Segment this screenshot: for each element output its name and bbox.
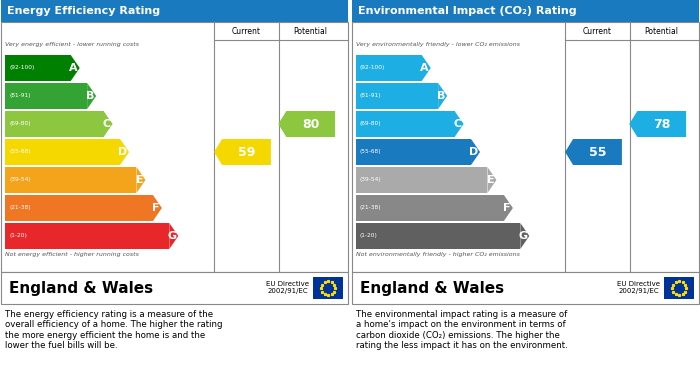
Text: Current: Current — [232, 27, 261, 36]
Text: (69-80): (69-80) — [360, 122, 382, 127]
Bar — [356, 55, 421, 81]
Polygon shape — [136, 167, 146, 193]
Polygon shape — [169, 223, 178, 249]
Text: EU Directive
2002/91/EC: EU Directive 2002/91/EC — [617, 282, 660, 294]
Text: Very environmentally friendly - lower CO₂ emissions: Very environmentally friendly - lower CO… — [356, 42, 520, 47]
Bar — [352, 0, 699, 22]
Text: 78: 78 — [653, 118, 671, 131]
Bar — [1, 22, 348, 272]
Text: (55-68): (55-68) — [360, 149, 382, 154]
Bar — [5, 195, 153, 221]
Polygon shape — [71, 55, 80, 81]
Bar — [5, 83, 88, 109]
Text: The environmental impact rating is a measure of
a home's impact on the environme: The environmental impact rating is a mea… — [356, 310, 568, 350]
Text: A: A — [420, 63, 428, 73]
Text: The energy efficiency rating is a measure of the
overall efficiency of a home. T: The energy efficiency rating is a measur… — [5, 310, 223, 350]
Text: England & Wales: England & Wales — [9, 280, 153, 296]
Text: Not energy efficient - higher running costs: Not energy efficient - higher running co… — [5, 252, 139, 257]
Text: (21-38): (21-38) — [360, 206, 382, 210]
Text: G: G — [167, 231, 176, 241]
Bar — [356, 167, 487, 193]
Polygon shape — [88, 83, 96, 109]
Bar — [356, 139, 471, 165]
Bar — [313, 277, 343, 299]
Bar — [664, 277, 694, 299]
Text: (69-80): (69-80) — [9, 122, 31, 127]
Polygon shape — [487, 167, 496, 193]
Polygon shape — [214, 139, 271, 165]
Text: Potential: Potential — [645, 27, 679, 36]
Bar — [5, 55, 71, 81]
Polygon shape — [153, 195, 162, 221]
Text: England & Wales: England & Wales — [360, 280, 504, 296]
Text: Potential: Potential — [294, 27, 328, 36]
Text: Not environmentally friendly - higher CO₂ emissions: Not environmentally friendly - higher CO… — [356, 252, 520, 257]
Text: (1-20): (1-20) — [9, 233, 27, 239]
Text: Environmental Impact (CO₂) Rating: Environmental Impact (CO₂) Rating — [358, 6, 577, 16]
Text: 55: 55 — [589, 145, 606, 158]
Text: B: B — [86, 91, 94, 101]
Bar — [352, 272, 699, 304]
Polygon shape — [471, 139, 480, 165]
Polygon shape — [565, 139, 622, 165]
Polygon shape — [504, 195, 513, 221]
Polygon shape — [279, 111, 335, 137]
Bar — [356, 111, 454, 137]
Text: (92-100): (92-100) — [360, 66, 386, 70]
Polygon shape — [104, 111, 113, 137]
Bar — [1, 272, 348, 304]
Text: (39-54): (39-54) — [360, 178, 382, 183]
Text: B: B — [437, 91, 445, 101]
Text: Current: Current — [583, 27, 612, 36]
Text: G: G — [518, 231, 527, 241]
Text: Energy Efficiency Rating: Energy Efficiency Rating — [7, 6, 160, 16]
Bar — [356, 223, 520, 249]
Text: (81-91): (81-91) — [360, 93, 382, 99]
Text: F: F — [153, 203, 160, 213]
Text: (81-91): (81-91) — [9, 93, 31, 99]
Text: 80: 80 — [302, 118, 319, 131]
Bar — [5, 111, 104, 137]
Text: Very energy efficient - lower running costs: Very energy efficient - lower running co… — [5, 42, 139, 47]
Bar — [356, 83, 438, 109]
Text: 59: 59 — [238, 145, 256, 158]
Text: (1-20): (1-20) — [360, 233, 378, 239]
Bar — [356, 195, 504, 221]
Bar — [5, 167, 136, 193]
Polygon shape — [120, 139, 129, 165]
Text: E: E — [486, 175, 494, 185]
Text: D: D — [469, 147, 478, 157]
Polygon shape — [421, 55, 430, 81]
Bar — [1, 0, 348, 22]
Polygon shape — [454, 111, 463, 137]
Text: C: C — [102, 119, 111, 129]
Polygon shape — [520, 223, 529, 249]
Text: D: D — [118, 147, 127, 157]
Text: (92-100): (92-100) — [9, 66, 34, 70]
Polygon shape — [629, 111, 686, 137]
Text: (21-38): (21-38) — [9, 206, 31, 210]
Text: (55-68): (55-68) — [9, 149, 31, 154]
Text: E: E — [136, 175, 144, 185]
Text: F: F — [503, 203, 511, 213]
Bar — [5, 223, 169, 249]
Polygon shape — [438, 83, 447, 109]
Bar — [5, 139, 120, 165]
Text: (39-54): (39-54) — [9, 178, 31, 183]
Text: C: C — [454, 119, 461, 129]
Text: EU Directive
2002/91/EC: EU Directive 2002/91/EC — [266, 282, 309, 294]
Text: A: A — [69, 63, 78, 73]
Bar — [352, 22, 699, 272]
